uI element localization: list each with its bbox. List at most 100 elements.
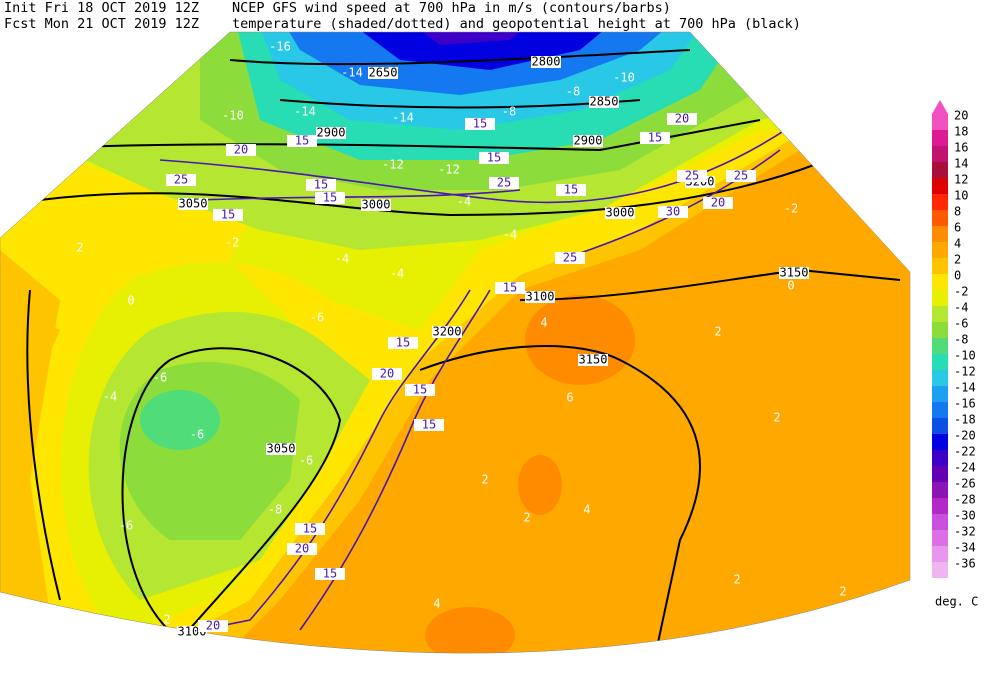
colorbar-box — [932, 498, 948, 514]
temperature-label: -2 — [784, 202, 798, 216]
wind-label-bg — [555, 252, 585, 264]
colorbar-label: 18 — [954, 125, 968, 139]
wind-label-bg — [213, 209, 243, 221]
colorbar-label: -20 — [954, 429, 976, 443]
temperature-label: 2 — [163, 613, 170, 627]
colorbar-box — [932, 562, 948, 578]
colorbar: 20181614121086420-2-4-6-8-10-12-14-16-18… — [932, 100, 976, 578]
colorbar-label: -16 — [954, 397, 976, 411]
temperature-label: -14 — [341, 66, 363, 80]
colorbar-label: 12 — [954, 173, 968, 187]
wind-label: 20 — [380, 367, 394, 381]
temperature-label: 4 — [433, 597, 440, 611]
temperature-label: 2 — [733, 573, 740, 587]
height-label: 2850 — [590, 95, 619, 109]
colorbar-label: -18 — [954, 413, 976, 427]
temperature-label: -4 — [103, 390, 117, 404]
height-label: 3200 — [433, 325, 462, 339]
height-label-bg — [368, 67, 398, 79]
temperature-label: -4 — [503, 228, 517, 242]
temperature-label: -6 — [310, 311, 324, 325]
colorbar-label: -34 — [954, 541, 976, 555]
wind-label-bg — [405, 384, 435, 396]
colorbar-label: 20 — [954, 109, 968, 123]
wind-label-bg — [479, 152, 509, 164]
wind-label-bg — [640, 132, 670, 144]
wind-label-bg — [677, 170, 707, 182]
height-label: 2650 — [369, 66, 398, 80]
colorbar-label: 16 — [954, 141, 968, 155]
height-label: 3050 — [179, 197, 208, 211]
wind-label-bg — [703, 197, 733, 209]
height-label: 2900 — [317, 126, 346, 140]
wind-label: 15 — [422, 418, 436, 432]
wind-label: 15 — [314, 178, 328, 192]
height-label-bg — [531, 56, 561, 68]
wind-label: 20 — [711, 196, 725, 210]
height-label-bg — [178, 198, 208, 210]
height-label: 3000 — [362, 198, 391, 212]
temperature-label: -16 — [269, 40, 291, 54]
temperature-label: -2 — [225, 236, 239, 250]
temperature-label: -8 — [566, 85, 580, 99]
wind-label: 15 — [473, 117, 487, 131]
wind-label-bg — [315, 192, 345, 204]
temperature-label: 2 — [839, 585, 846, 599]
height-label-bg — [573, 135, 603, 147]
temperature-label: 4 — [540, 316, 547, 330]
wind-label: 20 — [234, 143, 248, 157]
colorbar-box — [932, 338, 948, 354]
temperature-label: -4 — [390, 267, 404, 281]
wind-label-bg — [556, 184, 586, 196]
wind-label: 15 — [396, 336, 410, 350]
colorbar-box — [932, 114, 948, 130]
colorbar-label: -32 — [954, 525, 976, 539]
wind-label: 30 — [666, 205, 680, 219]
height-label: 3000 — [606, 206, 635, 220]
colorbar-label: 8 — [954, 205, 961, 219]
temperature-label: -8 — [268, 503, 282, 517]
colorbar-box — [932, 194, 948, 210]
wind-label-bg — [295, 523, 325, 535]
wind-label-bg — [315, 568, 345, 580]
temperature-label: -4 — [335, 252, 349, 266]
wind-label: 25 — [174, 173, 188, 187]
colorbar-box — [932, 306, 948, 322]
temperature-label: 2 — [773, 411, 780, 425]
map-border — [0, 31, 911, 654]
wind-label-bg — [726, 170, 756, 182]
colorbar-label: -2 — [954, 285, 968, 299]
colorbar-label: -22 — [954, 445, 976, 459]
wind-label-bg — [465, 118, 495, 130]
colorbar-box — [932, 162, 948, 178]
wind-label: 15 — [413, 383, 427, 397]
temperature-label: -4 — [457, 195, 471, 209]
height-label-bg — [589, 96, 619, 108]
colorbar-box — [932, 226, 948, 242]
wind-label: 15 — [487, 151, 501, 165]
wind-label-bg — [198, 620, 228, 632]
colorbar-box — [932, 402, 948, 418]
colorbar-label: 4 — [954, 237, 961, 251]
temperature-label: -8 — [502, 105, 516, 119]
temperature-label: -6 — [299, 454, 313, 468]
colorbar-label: -28 — [954, 493, 976, 507]
wind-label-bg — [287, 135, 317, 147]
colorbar-label: -26 — [954, 477, 976, 491]
colorbar-box — [932, 386, 948, 402]
temperature-label: -6 — [190, 428, 204, 442]
height-label: 3150 — [579, 353, 608, 367]
wind-label: 15 — [323, 191, 337, 205]
temperature-label: 0 — [127, 294, 134, 308]
colorbar-box — [932, 290, 948, 306]
colorbar-label: 14 — [954, 157, 968, 171]
temperature-label: 2 — [76, 241, 83, 255]
colorbar-box — [932, 210, 948, 226]
colorbar-label: 2 — [954, 253, 961, 267]
colorbar-label: -10 — [954, 349, 976, 363]
wind-label: 20 — [206, 619, 220, 633]
colorbar-box — [932, 146, 948, 162]
wind-label-bg — [667, 113, 697, 125]
